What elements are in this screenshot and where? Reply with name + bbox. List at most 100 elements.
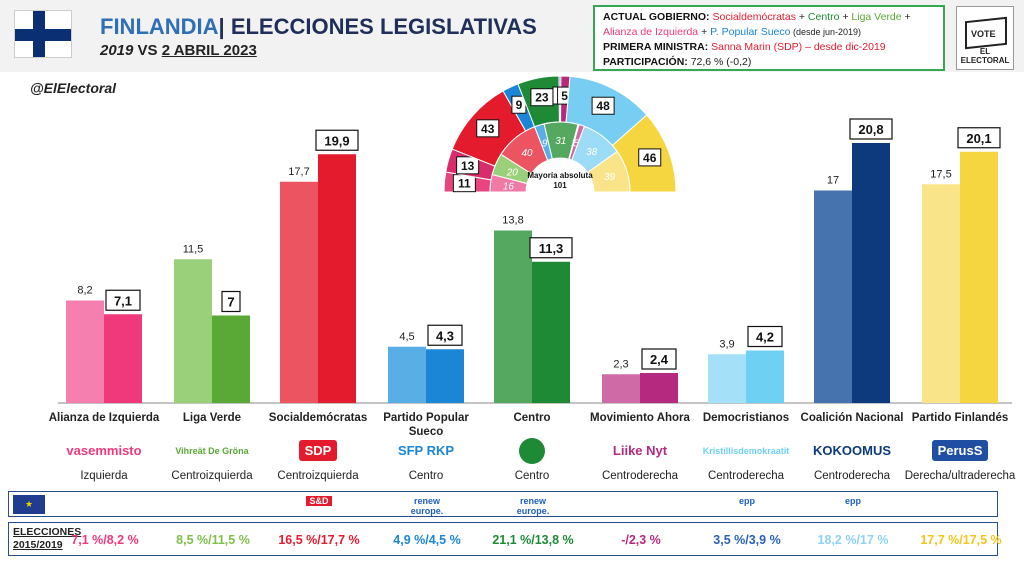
previous-result: 7,1 %/8,2 % <box>71 533 139 547</box>
party-ideology: Centro <box>408 470 444 482</box>
eu-flag-icon: ★ <box>13 495 45 514</box>
party-name: Movimiento Ahora <box>590 412 690 424</box>
seat-label: 31 <box>555 136 566 147</box>
eu-group-label: renew europe. <box>516 496 550 516</box>
previous-elections-label: ELECCIONES 2015/2019 <box>13 526 82 551</box>
seat-label: 16 <box>503 181 515 192</box>
data-label-2023-box <box>221 290 241 313</box>
eu-group-label: epp <box>844 496 861 506</box>
previous-result: 4,9 %/4,5 % <box>393 533 461 547</box>
seat-label: 48 <box>596 99 610 113</box>
data-label-2019: 4,5 <box>399 331 414 343</box>
seat-label-box <box>638 148 662 167</box>
seat-label: 9 <box>516 98 523 112</box>
data-label-2023-box <box>105 289 141 311</box>
party-logo: vasemmisto <box>66 443 142 458</box>
party-ideology: Centroizquierda <box>277 470 359 482</box>
seat-label: 23 <box>535 91 549 105</box>
seat-label: 46 <box>643 151 657 165</box>
data-label-2023-box <box>957 127 1001 149</box>
party-logo: SFP RKP <box>397 443 455 458</box>
data-label-2023-box <box>747 325 783 348</box>
bar-2019 <box>280 181 318 403</box>
majority-value: 101 <box>553 181 567 190</box>
bar-2023 <box>746 350 784 403</box>
data-label-2023: 2,4 <box>650 352 669 367</box>
majority-title: Mayoría absoluta <box>527 171 593 180</box>
previous-result: 3,5 %/3,9 % <box>713 533 781 547</box>
seat-label: 13 <box>461 159 475 173</box>
page-title: FINLANDIA| ELECCIONES LEGISLATIVAS <box>100 14 537 39</box>
party-logo: Liike Nyt <box>612 443 668 458</box>
party-ideology: Centroizquierda <box>171 470 253 482</box>
bar-2023 <box>426 349 464 403</box>
twitter-handle: @ElElectoral <box>30 80 117 96</box>
seat-label: 43 <box>481 122 495 136</box>
party-logo: KOKOOMUS <box>813 443 891 458</box>
bar-2023 <box>960 151 998 403</box>
party-name: Alianza de Izquierda <box>48 412 160 424</box>
seat-label: 39 <box>604 172 616 183</box>
data-label-2023-box <box>641 348 677 370</box>
parliament-center <box>526 158 594 192</box>
seat-segment <box>587 150 631 193</box>
data-label-2023: 20,1 <box>966 131 991 146</box>
seat-label: 40 <box>521 148 533 159</box>
bar-2023 <box>640 373 678 403</box>
page-subtitle: 2019 VS 2 ABRIL 2023 <box>100 42 257 59</box>
bar-2019 <box>708 354 746 403</box>
data-label-2023: 19,9 <box>324 133 349 148</box>
bar-2023 <box>212 315 250 403</box>
party-name: Centro <box>513 412 551 424</box>
seat-label: 9 <box>542 138 548 149</box>
bar-2023 <box>104 314 142 403</box>
bar-2019 <box>814 190 852 403</box>
party-logo: PerusS <box>904 436 1016 466</box>
el-electoral-logo: VOTE EL ELECTORAL <box>956 6 1014 70</box>
previous-elections-row: ELECCIONES 2015/2019 7,1 %/8,2 % 8,5 %/11,… <box>8 522 1002 556</box>
party-ideology: Derecha/ultraderecha <box>904 470 1016 482</box>
bar-2023 <box>532 261 570 403</box>
data-label-2019: 2,3 <box>613 358 628 370</box>
data-label-2023-box <box>427 324 463 346</box>
data-label-2019: 11,5 <box>183 243 204 255</box>
party-name: Socialdemócratas <box>268 412 368 424</box>
party-logo: SDP <box>262 436 374 466</box>
party-name: Partido Finlandés <box>911 412 1009 424</box>
bar-2019 <box>388 346 426 403</box>
data-label-2023: 20,8 <box>858 122 883 137</box>
government-info-box: ACTUAL GOBIERNO: Socialdemócratas + Cent… <box>593 5 945 71</box>
party-ideology: Centro <box>514 470 550 482</box>
bar-2019 <box>174 259 212 403</box>
previous-result: 21,1 %/13,8 % <box>492 533 574 547</box>
data-label-2019: 17,5 <box>930 168 951 180</box>
party-name: Coalición Nacional <box>800 412 904 424</box>
previous-result: 16,5 %/17,7 % <box>278 533 360 547</box>
seat-label-box <box>591 96 615 115</box>
previous-result: 17,7 %/17,5 % <box>920 533 1002 547</box>
eu-group-label: renew europe. <box>410 496 444 516</box>
previous-result: 18,2 %/17 % <box>817 533 889 547</box>
data-label-2023-box <box>315 129 359 151</box>
previous-result: 8,5 %/11,5 % <box>176 533 250 547</box>
party-name: Liga Verde <box>182 412 242 424</box>
finland-flag-icon <box>14 10 72 58</box>
bar-2019 <box>66 300 104 403</box>
seat-label-box <box>476 119 500 138</box>
data-label-2019: 3,9 <box>719 338 734 350</box>
bar-2023 <box>318 154 356 403</box>
party-name: Partido Popular Sueco <box>383 412 469 438</box>
data-label-2019: 17 <box>827 175 839 187</box>
data-label-2023: 7 <box>227 295 234 310</box>
party-ideology: Izquierda <box>80 470 128 482</box>
bar-2019 <box>922 184 960 403</box>
party-ideology: Centroderecha <box>601 470 679 482</box>
party-logo: Kristillisdemokraatit <box>702 446 790 456</box>
data-label-2019: 8,2 <box>77 285 92 297</box>
eu-groups-row: ★ S&D renew europe. renew europe. epp epp <box>8 491 998 517</box>
bar-2023 <box>852 143 890 403</box>
data-label-2023: 4,3 <box>436 328 454 343</box>
data-label-2023: 11,3 <box>539 241 564 256</box>
data-label-2023-box <box>849 118 893 140</box>
data-label-2019: 17,7 <box>288 166 309 178</box>
